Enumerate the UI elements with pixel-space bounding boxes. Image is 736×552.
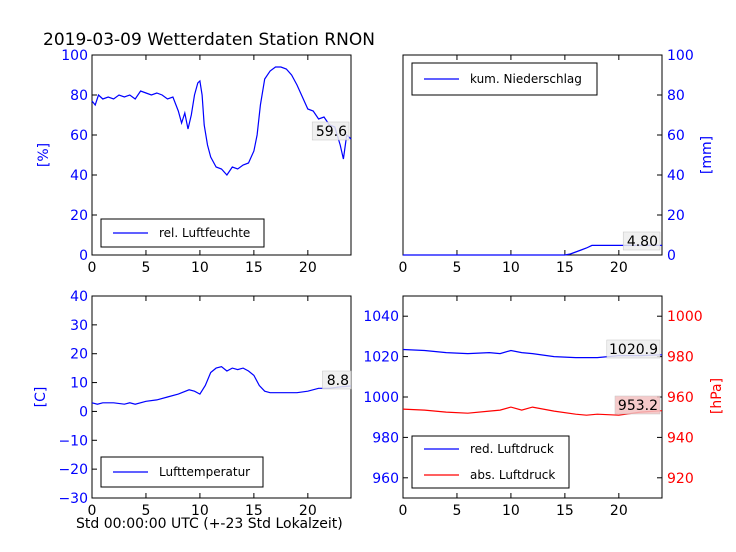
temperature-legend-label: Lufttemperatur	[159, 465, 250, 479]
temperature-xtick-label: 15	[245, 503, 263, 519]
humidity-legend-label: rel. Luftfeuchte	[159, 226, 250, 240]
pressure-right-ytick-label: 1000	[667, 309, 703, 325]
temperature-xtick-label: 5	[141, 503, 150, 519]
pressure-xtick-label: 20	[610, 503, 628, 519]
humidity-series-line	[91, 66, 352, 176]
precipitation-xtick-label: 15	[556, 260, 574, 276]
humidity-last-value-text: 59.6	[316, 124, 347, 140]
temperature-xtick-label: 0	[88, 503, 97, 519]
temperature-xtick-label: 20	[299, 503, 317, 519]
humidity-axes-frame	[91, 54, 352, 256]
humidity-ytick-label: 20	[70, 208, 88, 224]
pressure-left-ytick-label: 980	[372, 430, 399, 446]
precipitation-xtick-label: 10	[502, 260, 520, 276]
pressure-xtick-label: 5	[452, 503, 461, 519]
pressure-right-ytick-label: 960	[667, 390, 694, 406]
pressure-legend-label: red. Luftdruck	[470, 442, 554, 456]
temperature-ytick-label: 40	[70, 289, 88, 305]
pressure-xtick-label: 15	[556, 503, 574, 519]
precipitation-ytick-label: 80	[667, 88, 685, 104]
pressure-abs-last-value-box	[614, 395, 661, 415]
bottom-x-axis-label: Std 00:00:00 UTC (+-23 Std Lokalzeit)	[76, 516, 343, 532]
humidity-ytick-label: 60	[70, 128, 88, 144]
pressure-legend-frame	[411, 435, 570, 489]
temperature-ytick-label: −30	[58, 491, 88, 507]
humidity-ytick-label: 40	[70, 168, 88, 184]
precipitation-last-value-box	[622, 231, 661, 251]
temperature-ytick-label: 0	[79, 404, 88, 420]
pressure-abs-last-value-text: 953.2	[618, 398, 658, 414]
precipitation-xtick-label: 5	[452, 260, 461, 276]
humidity-legend: rel. Luftfeuchte	[100, 218, 265, 248]
temperature-axes-frame	[91, 295, 352, 499]
temperature-last-value-label: 8.8	[322, 370, 352, 390]
precipitation-ytick-label: 20	[667, 208, 685, 224]
pressure-right-series-line	[402, 406, 663, 416]
temperature-xtick-label: 10	[191, 503, 209, 519]
pressure-left-ytick-label: 1000	[363, 390, 399, 406]
precipitation-ytick-label: 40	[667, 168, 685, 184]
precipitation-last-value-text: 4.80	[627, 234, 658, 250]
humidity-xtick-label: 20	[299, 260, 317, 276]
precipitation-series-line	[403, 244, 662, 256]
humidity-xtick-label: 10	[191, 260, 209, 276]
pressure-red-last-value-text: 1020.9	[609, 342, 658, 358]
temperature-ylabel: [C]	[33, 387, 49, 408]
precipitation-xtick-label: 0	[399, 260, 408, 276]
humidity-ytick-label: 0	[79, 248, 88, 264]
humidity-ylabel: [%]	[36, 143, 52, 167]
pressure-left-ytick-label: 960	[372, 471, 399, 487]
pressure-abs-last-value-label: 953.2	[614, 395, 661, 415]
page-title: 2019-03-09 Wetterdaten Station RNON	[43, 30, 375, 50]
temperature-legend: Lufttemperatur	[100, 456, 264, 488]
temperature-last-value-box	[322, 370, 352, 390]
temperature-ytick-label: 30	[70, 318, 88, 334]
humidity-last-value-label: 59.6	[311, 121, 350, 141]
humidity-ytick-label: 100	[61, 48, 88, 64]
precipitation-ytick-label: 0	[667, 248, 676, 264]
temperature-ytick-label: −20	[58, 462, 88, 478]
pressure-legend-label: abs. Luftdruck	[470, 468, 555, 482]
precipitation-xtick-label: 20	[610, 260, 628, 276]
temperature-ytick-label: 20	[70, 347, 88, 363]
precipitation-ytick-label: 100	[667, 48, 694, 64]
pressure-right-ytick-label: 940	[667, 430, 694, 446]
pressure-ylabel: [hPa]	[709, 378, 725, 414]
pressure-left-ytick-label: 1020	[363, 350, 399, 366]
temperature-series-line	[91, 366, 352, 405]
pressure-right-ytick-label: 980	[667, 350, 694, 366]
precipitation-legend: kum. Niederschlag	[411, 62, 598, 96]
temperature-last-value-text: 8.8	[327, 373, 349, 389]
temperature-ytick-label: −10	[58, 433, 88, 449]
precipitation-last-value-label: 4.80	[622, 231, 661, 251]
precipitation-ytick-label: 60	[667, 128, 685, 144]
precipitation-legend-label: kum. Niederschlag	[470, 72, 582, 86]
humidity-xtick-label: 15	[245, 260, 263, 276]
pressure-xtick-label: 10	[502, 503, 520, 519]
pressure-legend: red. Luftdruck abs. Luftdruck	[411, 435, 570, 489]
humidity-last-value-box	[311, 121, 350, 141]
humidity-ytick-label: 80	[70, 88, 88, 104]
pressure-right-ytick-label: 920	[667, 471, 694, 487]
pressure-xtick-label: 0	[399, 503, 408, 519]
humidity-xtick-label: 5	[141, 260, 150, 276]
temperature-ytick-label: 10	[70, 376, 88, 392]
pressure-red-last-value-label: 1020.9	[606, 339, 661, 359]
precipitation-ylabel: [mm]	[699, 136, 715, 174]
humidity-xtick-label: 0	[88, 260, 97, 276]
pressure-left-ytick-label: 1040	[363, 309, 399, 325]
pressure-red-last-value-box	[606, 339, 661, 359]
